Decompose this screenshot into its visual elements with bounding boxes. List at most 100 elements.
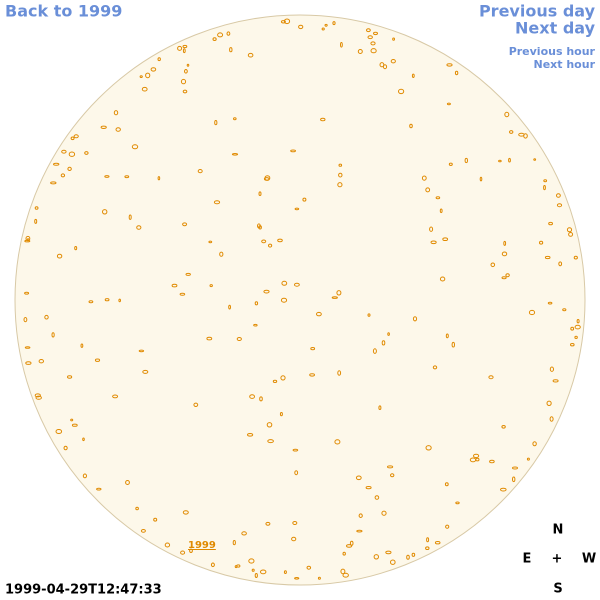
active-region (68, 151, 76, 157)
active-region (277, 238, 283, 243)
active-region (558, 261, 563, 267)
active-region (349, 540, 354, 546)
active-region (206, 336, 213, 341)
active-region (208, 240, 213, 244)
active-region (140, 529, 146, 533)
active-region (63, 445, 68, 451)
active-region (34, 393, 41, 398)
active-region (574, 335, 578, 339)
active-region (268, 243, 273, 248)
active-region (96, 487, 102, 491)
active-region (451, 341, 455, 348)
active-region (179, 292, 186, 296)
active-region (334, 439, 341, 445)
active-region (504, 111, 510, 118)
back-link[interactable]: Back to 1999 (5, 2, 122, 21)
active-region (338, 163, 343, 167)
active-region (374, 495, 380, 500)
active-region (177, 45, 183, 51)
active-region (411, 552, 416, 557)
active-region (543, 179, 548, 183)
active-region (226, 31, 231, 36)
active-region (125, 480, 130, 485)
active-region (236, 337, 242, 341)
active-region (253, 323, 258, 327)
active-region (338, 172, 343, 178)
active-region (372, 348, 377, 354)
active-region (367, 35, 373, 40)
active-region (34, 218, 38, 224)
next-day-link[interactable]: Next day (515, 19, 596, 38)
active-region (387, 332, 390, 336)
active-region (138, 349, 145, 353)
active-region (290, 149, 297, 153)
active-region (182, 510, 189, 515)
active-region (332, 21, 336, 26)
active-region (547, 301, 553, 305)
active-region (35, 395, 42, 400)
active-region (489, 459, 495, 464)
active-region (258, 191, 262, 196)
active-region (512, 476, 516, 483)
active-region (570, 343, 575, 347)
disk-year-link[interactable]: 1999 (188, 540, 216, 551)
active-region (24, 346, 31, 349)
active-region (80, 343, 84, 348)
active-region (34, 206, 39, 210)
active-region (292, 448, 299, 452)
active-region (283, 18, 291, 25)
active-region (44, 314, 49, 320)
active-region (544, 255, 551, 260)
active-region (248, 558, 255, 564)
active-region (193, 402, 199, 407)
active-region (337, 370, 342, 376)
active-region (180, 78, 187, 85)
active-region (425, 187, 431, 193)
active-region (182, 44, 188, 49)
active-region (430, 240, 437, 245)
previous-day-link[interactable]: Previous day (479, 2, 596, 21)
active-region (50, 181, 57, 185)
active-region (23, 317, 28, 323)
active-region (505, 273, 510, 278)
active-region (568, 232, 574, 237)
previous-hour-link[interactable]: Previous hour (509, 45, 596, 58)
active-region (241, 531, 247, 536)
active-region (464, 157, 468, 164)
active-region (294, 282, 300, 287)
active-region (258, 225, 262, 230)
active-region (392, 37, 396, 41)
active-region (576, 319, 580, 324)
active-region (429, 226, 434, 232)
active-region (102, 209, 108, 215)
active-region (214, 120, 218, 126)
active-region (309, 373, 316, 377)
active-region (94, 358, 101, 362)
active-region (342, 551, 346, 556)
active-region (445, 333, 449, 339)
compass-west: W (582, 552, 596, 567)
active-region (210, 562, 215, 568)
active-region (184, 69, 188, 74)
active-region (498, 159, 502, 163)
active-region (124, 175, 130, 179)
active-region (566, 227, 573, 233)
active-region (157, 57, 161, 62)
active-region (365, 486, 372, 490)
active-region (233, 117, 237, 121)
active-region (412, 316, 418, 322)
active-region (533, 158, 537, 161)
active-region (232, 540, 236, 546)
active-region (71, 423, 78, 427)
active-region (373, 554, 379, 560)
active-region (444, 482, 449, 487)
active-region (73, 134, 79, 139)
active-region (373, 31, 378, 36)
active-region (259, 396, 263, 402)
active-region (70, 136, 75, 141)
active-region (570, 326, 575, 331)
active-region (217, 32, 224, 38)
active-region (509, 130, 514, 134)
next-hour-link[interactable]: Next hour (534, 58, 596, 71)
